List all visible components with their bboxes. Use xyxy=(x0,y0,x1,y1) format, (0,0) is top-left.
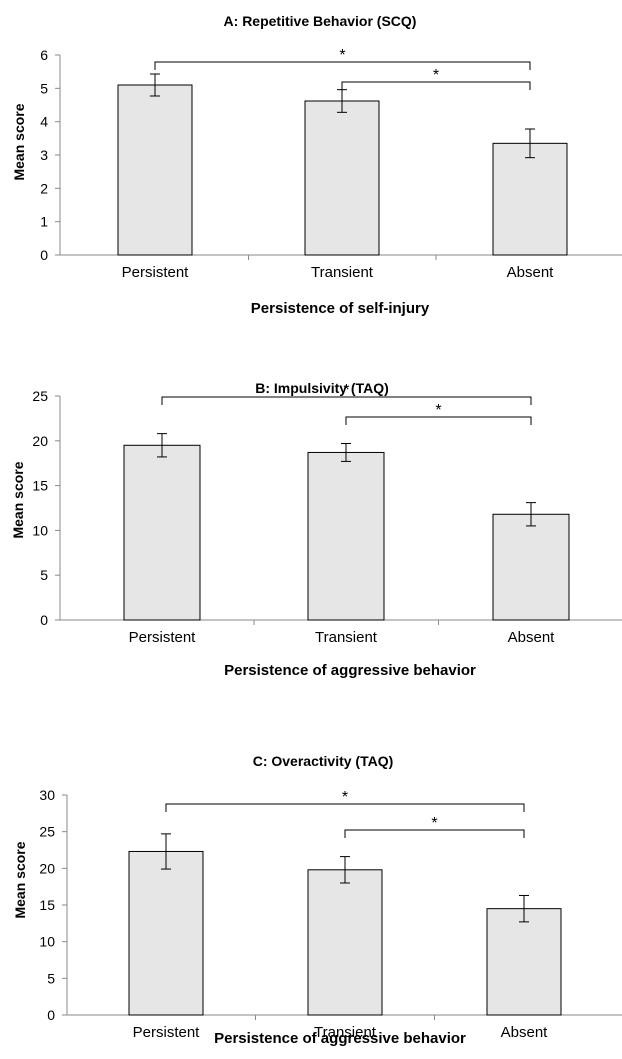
x-tick-label: Absent xyxy=(508,629,556,646)
y-tick-label: 0 xyxy=(47,1007,55,1023)
significance-star: * xyxy=(339,47,345,64)
y-tick-label: 5 xyxy=(47,970,55,986)
y-tick-label: 2 xyxy=(40,180,48,196)
significance-star: * xyxy=(342,789,348,806)
x-axis-label: Persistence of aggressive behavior xyxy=(224,662,476,679)
significance-bracket xyxy=(154,61,531,70)
x-tick-label: Transient xyxy=(315,629,378,646)
bar-transient xyxy=(307,451,385,621)
x-axis-label: Persistence of aggressive behavior xyxy=(214,1030,466,1047)
x-tick-label: Absent xyxy=(501,1024,549,1041)
significance-brackets: ** xyxy=(154,47,531,90)
chart-panel-a: A: Repetitive Behavior (SCQ) 0 1 2 3 4 5 6 Per… xyxy=(0,0,622,335)
chart-bars: Persistent Transient Absent xyxy=(117,73,568,281)
bar-persistent xyxy=(123,444,201,621)
chart-bars: Persistent Transient Absent xyxy=(123,433,570,646)
y-tick-label: 0 xyxy=(40,247,48,263)
y-tick-label: 1 xyxy=(40,214,48,230)
significance-brackets: ** xyxy=(165,789,525,838)
chart-b-svg: B: Impulsivity (TAQ) 0 5 10 15 20 25 Persiste… xyxy=(10,380,622,679)
y-tick-label: 3 xyxy=(40,147,48,163)
chart-panel-b: B: Impulsivity (TAQ) 0 5 10 15 20 25 Persiste… xyxy=(0,335,622,700)
y-tick-label: 20 xyxy=(39,860,55,876)
y-axis-label: Mean score xyxy=(10,461,26,538)
y-tick-label: 10 xyxy=(32,522,48,538)
y-tick-label: 25 xyxy=(32,388,48,404)
y-tick-label: 15 xyxy=(39,897,55,913)
bar-absent xyxy=(492,513,570,621)
y-tick-label: 5 xyxy=(40,567,48,583)
chart-title: B: Impulsivity (TAQ) xyxy=(255,380,389,396)
x-tick-label: Transient xyxy=(311,264,374,281)
chart-title: C: Overactivity (TAQ) xyxy=(253,753,394,769)
x-tick-label: Absent xyxy=(507,264,555,281)
x-tick-label: Persistent xyxy=(133,1024,201,1041)
bar-persistent xyxy=(117,84,193,256)
y-tick-label: 5 xyxy=(40,80,48,96)
y-tick-label: 0 xyxy=(40,612,48,628)
y-tick-label: 10 xyxy=(39,934,55,950)
y-tick-label: 30 xyxy=(39,787,55,803)
chart-panel-c: C: Overactivity (TAQ) 0 5 10 15 20 25 30 Persi… xyxy=(0,700,622,1054)
chart-a-svg: A: Repetitive Behavior (SCQ) 0 1 2 3 4 5 6 Per… xyxy=(11,13,622,317)
chart-c-svg: C: Overactivity (TAQ) 0 5 10 15 20 25 30 Persi… xyxy=(12,753,622,1047)
y-tick-label: 25 xyxy=(39,824,55,840)
significance-star: * xyxy=(435,402,441,419)
significance-bracket xyxy=(161,396,532,405)
y-tick-label: 20 xyxy=(32,433,48,449)
y-tick-label: 6 xyxy=(40,47,48,63)
significance-bracket xyxy=(165,803,525,812)
chart-bars: Persistent Transient Absent xyxy=(128,833,562,1041)
bar-absent xyxy=(486,908,562,1016)
y-axis-label: Mean score xyxy=(12,841,28,918)
y-axis-label: Mean score xyxy=(11,103,27,180)
chart-title: A: Repetitive Behavior (SCQ) xyxy=(224,13,417,29)
x-axis-label: Persistence of self-injury xyxy=(251,300,430,317)
significance-bracket xyxy=(345,416,532,425)
bar-transient xyxy=(304,100,380,256)
significance-brackets: ** xyxy=(161,382,532,425)
x-tick-label: Persistent xyxy=(122,264,190,281)
x-tick-label: Persistent xyxy=(129,629,197,646)
significance-bracket xyxy=(341,81,531,90)
y-tick-label: 15 xyxy=(32,478,48,494)
significance-star: * xyxy=(343,382,349,399)
bar-persistent xyxy=(128,850,204,1016)
significance-star: * xyxy=(433,67,439,84)
bar-transient xyxy=(307,869,383,1016)
y-tick-label: 4 xyxy=(40,114,48,130)
bar-absent xyxy=(492,142,568,256)
x-tick-label: Transient xyxy=(314,1024,377,1041)
significance-bracket xyxy=(344,829,525,838)
significance-star: * xyxy=(431,815,437,832)
